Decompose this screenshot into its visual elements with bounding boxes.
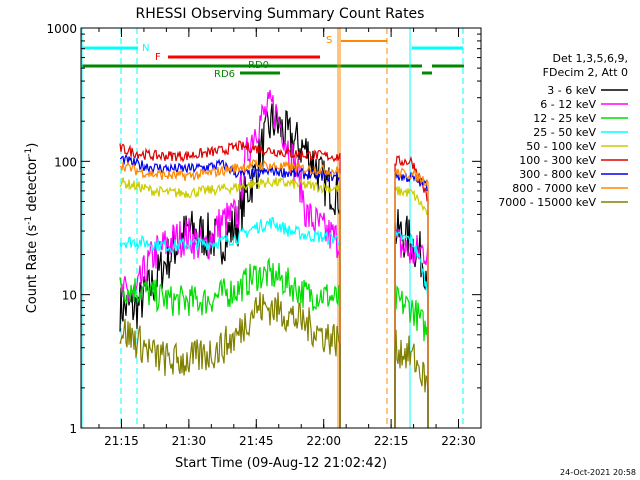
rd0-flag-label: RD0 [248,60,269,71]
legend-label: 6 - 12 keV [540,98,596,111]
y-axis-label-mid: detector [25,156,40,216]
x-tick-label: 21:45 [239,434,274,448]
rd6-flag-label: RD6 [214,69,235,80]
legend-label: 50 - 100 keV [526,140,596,153]
series-line-8 [119,159,429,428]
legend-label: 300 - 800 keV [519,168,596,181]
night-flag-label: N [142,43,149,54]
legend-header-line-1: Det 1,3,5,6,9, [552,52,628,65]
series-line-6 [119,140,429,428]
flag-bars: NF S RD0 RD6 [81,28,464,428]
series-line-9 [119,292,429,428]
y-tick-label: 1000 [46,22,77,36]
y-axis-label: Count Rate (s-1 detector-1) [24,143,40,314]
series-line-1 [119,103,429,428]
plot-frame [80,27,482,429]
legend-header-line-2: FDecim 2, Att 0 [543,66,628,79]
y-tick-label: 1 [69,422,77,436]
series-line-4 [119,216,429,428]
series-layer [119,89,429,428]
y-axis-label-sup2: -1 [24,148,34,157]
x-tick-label: 22:00 [306,434,341,448]
y-tick-label: 10 [62,289,77,303]
legend-label: 7000 - 15000 keV [498,196,596,209]
legend-label: 25 - 50 keV [533,126,596,139]
y-axis-label-main: Count Rate (s [25,225,40,314]
legend-label: 3 - 6 keV [547,84,596,97]
legend-label: 100 - 300 keV [519,154,596,167]
flare-flag-label: F [155,52,161,63]
x-axis: 21:15 21:30 21:45 22:00 22:15 22:30 [98,28,482,448]
legend-label: 800 - 7000 keV [512,182,596,195]
y-axis-label-end: ) [25,143,40,148]
x-tick-label: 21:15 [104,434,139,448]
series-line-2 [119,89,429,428]
legend: Det 1,3,5,6,9, FDecim 2, Att 0 3 - 6 keV… [498,52,628,209]
series-line-3 [119,256,429,428]
legend-label: 12 - 25 keV [533,112,596,125]
chart-title: RHESSI Observing Summary Count Rates [136,6,425,22]
series-line-5 [119,176,429,428]
y-tick-label: 100 [54,155,77,169]
x-tick-label: 21:30 [172,434,207,448]
y-axis: 1 10 100 1000 [46,22,481,436]
x-tick-label: 22:15 [374,434,409,448]
saa-flag-label: S [326,35,332,46]
y-axis-label-sup1: -1 [24,216,34,225]
x-axis-label: Start Time (09-Aug-12 21:02:42) [175,456,387,471]
x-tick-label: 22:30 [441,434,476,448]
footer-timestamp: 24-Oct-2021 20:58 [560,468,636,477]
